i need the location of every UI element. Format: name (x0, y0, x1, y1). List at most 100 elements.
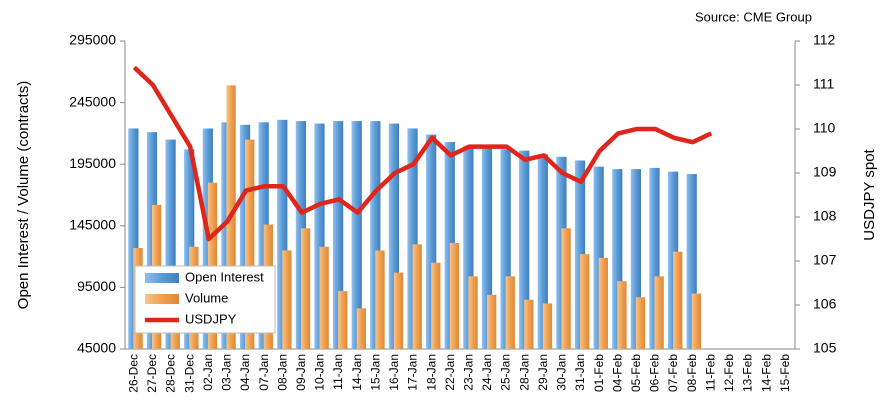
bar (612, 169, 623, 349)
x-tick-label: 08-Feb (685, 354, 699, 392)
bar (165, 139, 176, 349)
y2-axis-title: USDJPY spot (861, 148, 878, 240)
bar (505, 276, 515, 349)
x-tick-label: 11-Feb (703, 354, 717, 391)
x-tick-label: 15-Feb (778, 354, 792, 392)
x-tick-label: 30-Jan (555, 354, 569, 391)
legend-label: USDJPY (185, 311, 237, 326)
x-tick-label: 01-Feb (592, 354, 606, 392)
x-tick-label: 28-Jan (517, 354, 531, 391)
x-tick-label: 05-Feb (629, 354, 643, 392)
x-tick-label: 31-Jan (573, 354, 587, 391)
x-tick-label: 23-Jan (461, 354, 475, 391)
legend-swatch (145, 294, 179, 304)
bar (338, 291, 348, 349)
bar (282, 250, 292, 349)
x-tick-label: 06-Feb (648, 354, 662, 392)
x-tick-label: 24-Jan (480, 354, 494, 391)
x-tick-label: 09-Jan (294, 354, 308, 391)
y-tick-label: 95000 (77, 278, 116, 294)
bar (686, 174, 697, 349)
bar (691, 293, 702, 349)
x-tick-label: 29-Jan (536, 354, 550, 391)
x-tick-label: 28-Dec (164, 354, 178, 393)
bar (332, 121, 344, 349)
x-tick-label: 25-Jan (499, 354, 513, 391)
legend-label: Open Interest (185, 269, 264, 284)
bar (481, 148, 493, 349)
bar (351, 121, 362, 349)
bar (524, 299, 534, 349)
bar (375, 250, 385, 349)
x-tick-label: 10-Jan (313, 354, 327, 391)
y-axis-title: Open Interest / Volume (contracts) (15, 81, 32, 309)
x-tick-label: 07-Jan (257, 354, 271, 391)
bar (500, 149, 511, 349)
y-tick-label: 195000 (69, 155, 116, 171)
x-tick-label: 04-Jan (238, 354, 252, 391)
bar (673, 251, 683, 349)
bar (356, 308, 367, 349)
y2-tick-label: 112 (813, 32, 836, 48)
bar (630, 169, 641, 349)
bar (300, 228, 311, 349)
x-tick-label: 02-Jan (201, 354, 215, 391)
y2-tick-label: 107 (813, 252, 837, 268)
bar (407, 128, 418, 349)
bar (431, 262, 441, 349)
x-tick-label: 17-Jan (406, 354, 420, 391)
bar (617, 281, 627, 349)
bar (314, 123, 325, 349)
y-tick-label: 245000 (69, 93, 116, 109)
x-tick-label: 11-Jan (331, 354, 345, 390)
bar (635, 297, 646, 349)
bar (468, 276, 478, 349)
bar (128, 128, 139, 349)
y-tick-label: 145000 (69, 217, 116, 233)
y-tick-label: 45000 (77, 340, 116, 356)
bar (463, 145, 474, 349)
x-tick-label: 12-Feb (722, 354, 736, 392)
y2-tick-label: 105 (813, 340, 837, 356)
legend-swatch (145, 273, 179, 283)
y2-tick-label: 110 (813, 120, 836, 136)
legend-label: Volume (185, 290, 228, 305)
x-tick-label: 15-Jan (368, 354, 382, 391)
bar (426, 134, 437, 349)
bar (388, 123, 400, 349)
bar (319, 246, 329, 349)
x-tick-label: 22-Jan (443, 354, 457, 391)
bar (519, 150, 530, 349)
bar (654, 276, 664, 349)
bar (561, 228, 571, 349)
line (132, 65, 713, 242)
x-tick-label: 16-Jan (387, 354, 401, 391)
x-tick-label: 13-Feb (741, 354, 755, 392)
x-tick-label: 14-Feb (759, 354, 773, 392)
y2-tick-label: 106 (813, 296, 837, 312)
x-tick-label: 31-Dec (182, 354, 196, 393)
bar (277, 119, 288, 350)
x-tick-label: 18-Jan (424, 354, 438, 391)
bar (580, 254, 590, 349)
x-tick-label: 27-Dec (145, 354, 159, 393)
bar (537, 154, 548, 349)
bar (486, 294, 497, 349)
bar (370, 121, 381, 349)
bar (649, 167, 660, 349)
source: Source: CME Group (695, 9, 812, 24)
bar (393, 272, 404, 349)
bar (449, 243, 460, 349)
bar (598, 257, 608, 349)
y2-tick-label: 108 (813, 208, 837, 224)
x-tick-label: 08-Jan (275, 354, 289, 391)
x-tick-label: 14-Jan (350, 354, 364, 391)
bar (412, 244, 422, 349)
y2-tick-label: 109 (813, 164, 837, 180)
bar (542, 303, 553, 349)
x-tick-label: 26-Dec (126, 354, 140, 393)
x-tick-label: 04-Feb (610, 354, 624, 392)
bar (574, 160, 586, 349)
bar (245, 139, 255, 349)
